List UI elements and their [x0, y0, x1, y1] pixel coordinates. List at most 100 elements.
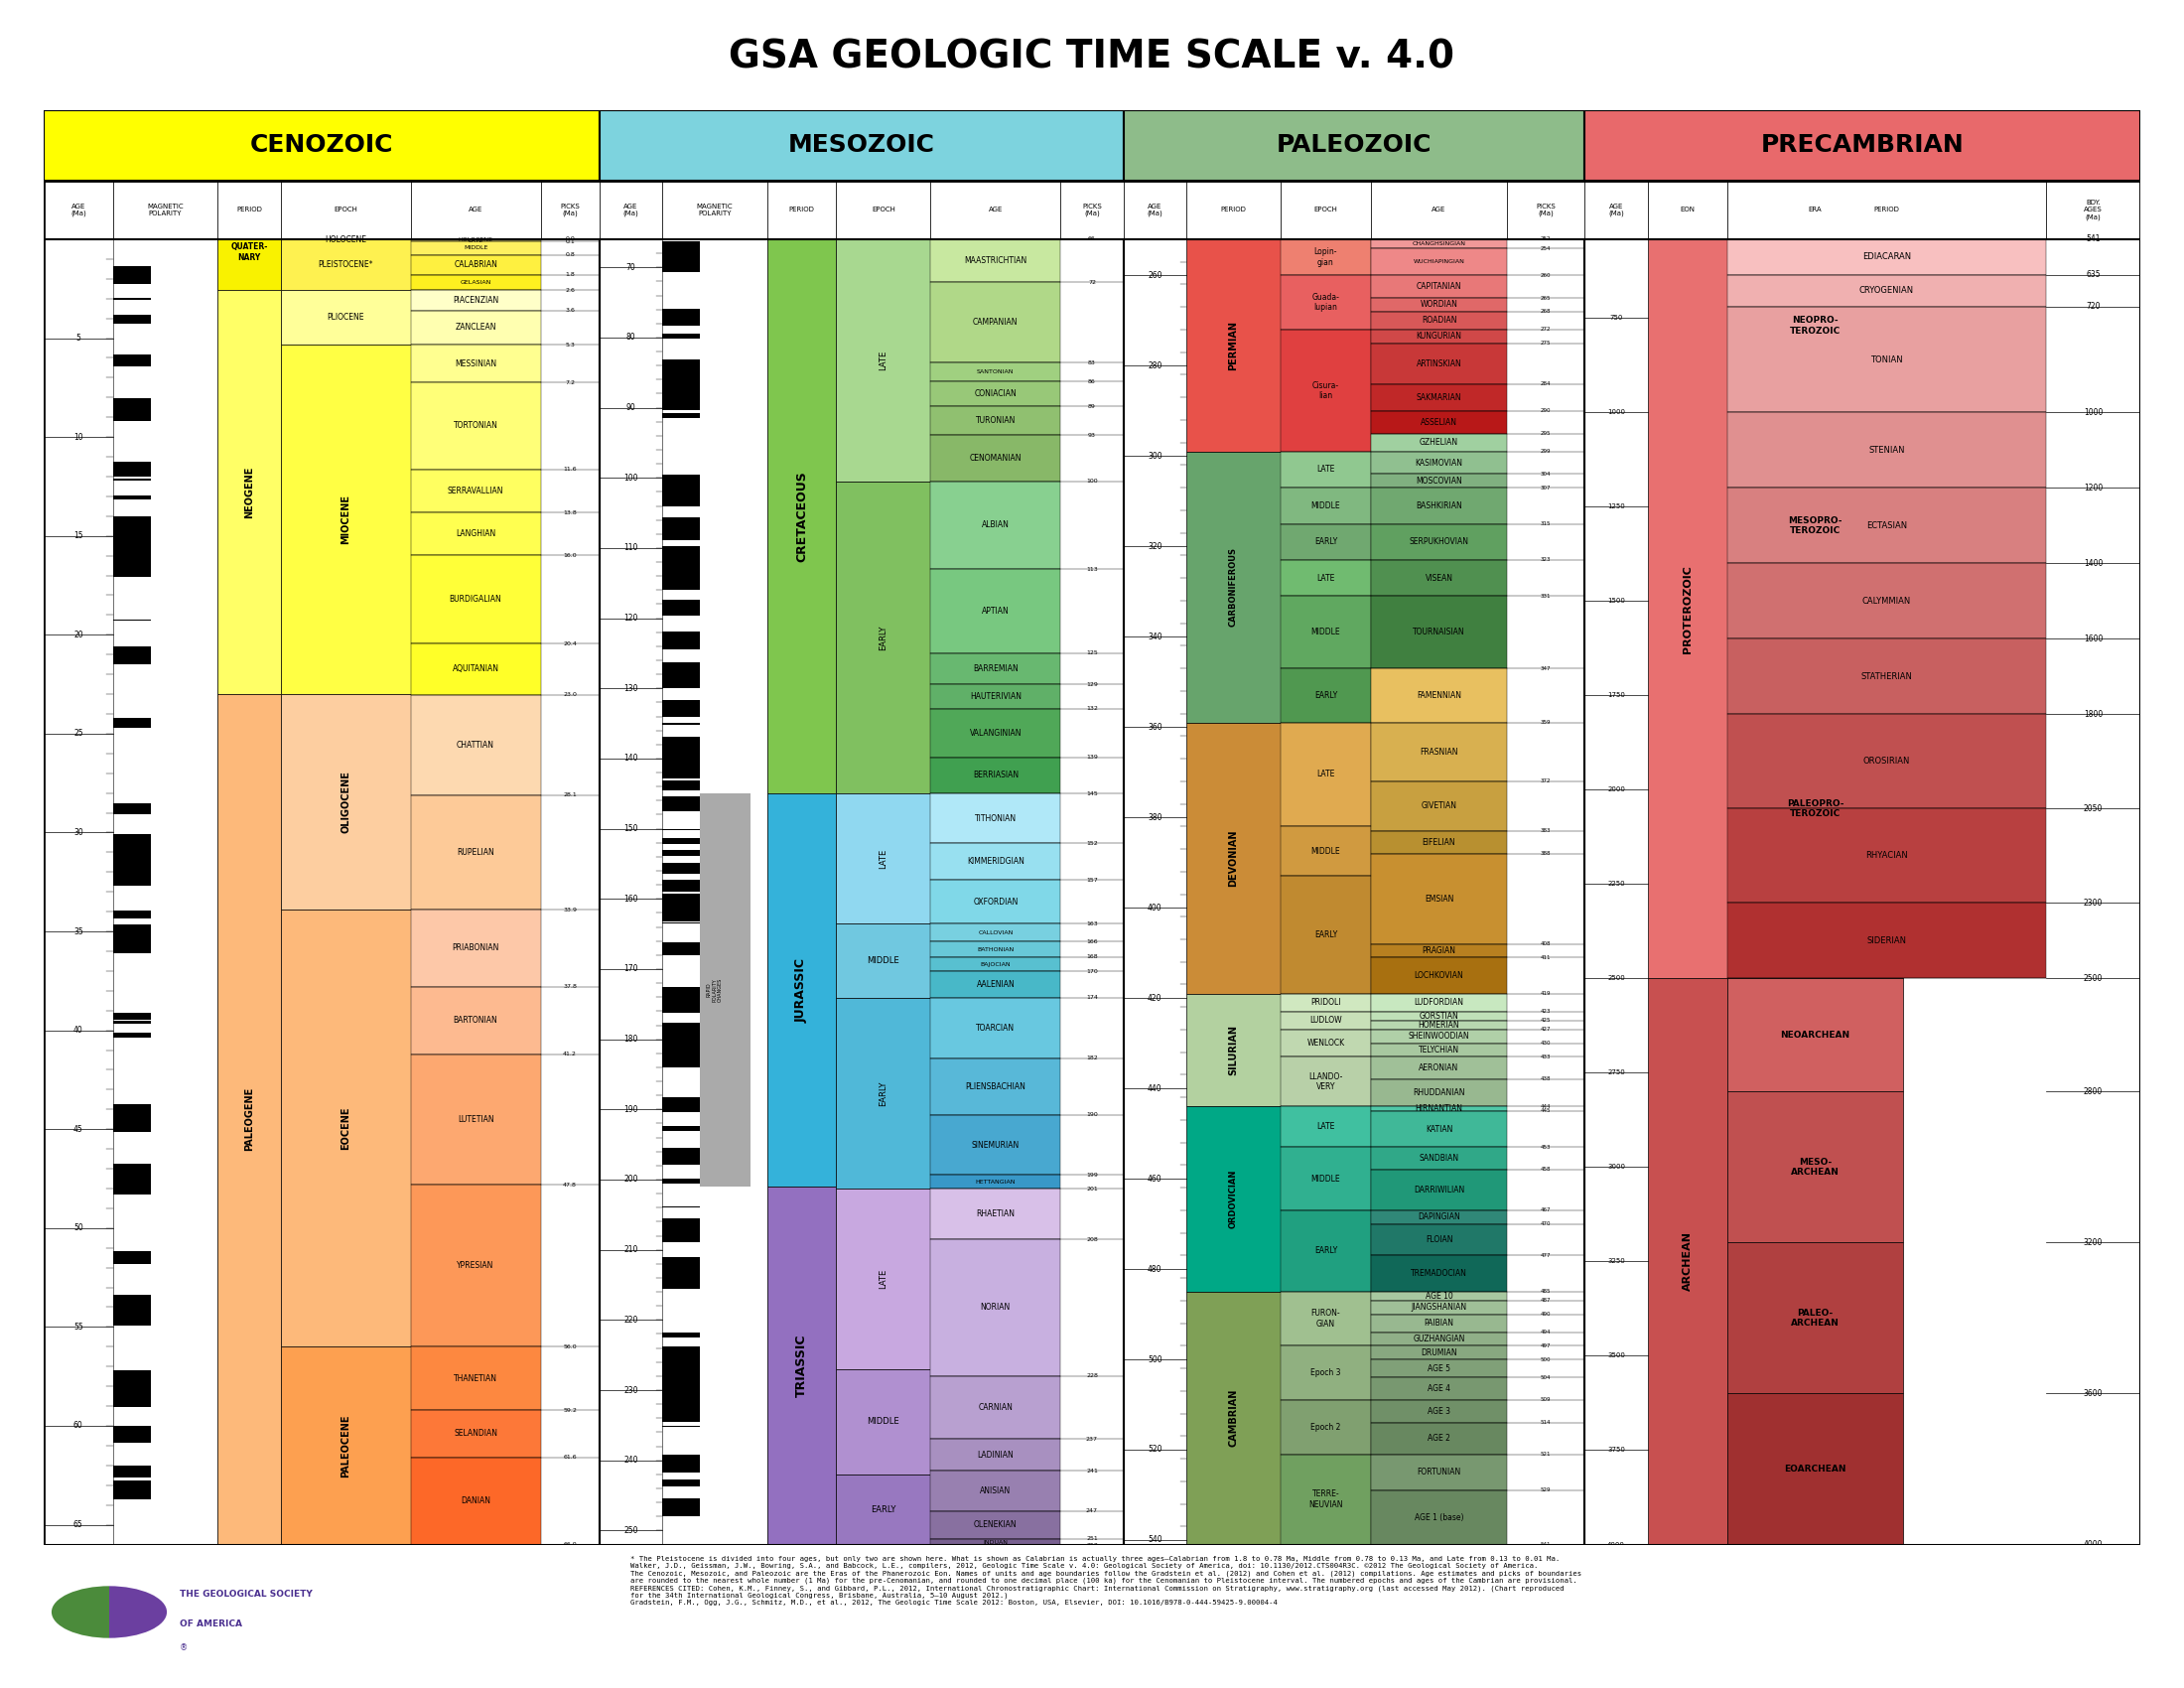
Text: 160: 160 — [625, 895, 638, 903]
Bar — [1372, 1453, 1507, 1491]
Bar — [1728, 240, 2046, 275]
Text: 280: 280 — [1149, 361, 1162, 370]
Bar — [411, 1053, 542, 1185]
Text: 25: 25 — [74, 729, 83, 738]
Text: 290: 290 — [1540, 408, 1551, 414]
Text: EPOCH: EPOCH — [871, 208, 895, 213]
Bar — [1372, 1224, 1507, 1256]
Text: NEOGENE: NEOGENE — [245, 466, 253, 518]
Text: CHANGHSINGIAN: CHANGHSINGIAN — [1413, 241, 1465, 246]
Text: 3750: 3750 — [1607, 1447, 1625, 1453]
Text: RAPID
POLARITY
CHANGES: RAPID POLARITY CHANGES — [705, 977, 723, 1003]
Bar — [662, 240, 699, 241]
Text: ALBIAN: ALBIAN — [983, 522, 1009, 530]
Bar — [662, 863, 699, 873]
Text: 529: 529 — [1540, 1487, 1551, 1492]
Text: 1200: 1200 — [2084, 483, 2103, 493]
Bar — [1280, 1148, 1372, 1210]
Bar — [1280, 1345, 1372, 1399]
Bar — [114, 1025, 151, 1033]
Bar — [1372, 240, 1507, 248]
Text: 180: 180 — [625, 1035, 638, 1043]
Text: 359: 359 — [1540, 721, 1551, 726]
Bar — [114, 952, 151, 1013]
Text: TELYCHIAN: TELYCHIAN — [1420, 1045, 1459, 1055]
Bar — [411, 383, 542, 469]
Text: 504: 504 — [1540, 1376, 1551, 1379]
Text: EMSIAN: EMSIAN — [1424, 895, 1455, 903]
Text: 170: 170 — [1085, 969, 1099, 974]
Text: CARBONIFEROUS: CARBONIFEROUS — [1230, 547, 1238, 626]
Bar — [836, 240, 930, 481]
Bar — [1280, 827, 1372, 876]
Text: 20.4: 20.4 — [563, 641, 577, 647]
Bar — [1280, 488, 1372, 523]
Bar — [1372, 854, 1507, 944]
Bar — [1372, 722, 1507, 782]
Text: 2800: 2800 — [2084, 1087, 2103, 1096]
Text: 190: 190 — [1085, 1112, 1099, 1117]
Bar — [411, 311, 542, 344]
Bar — [114, 1021, 151, 1025]
Text: CRETACEOUS: CRETACEOUS — [795, 471, 808, 562]
Text: KATIAN: KATIAN — [1426, 1124, 1452, 1133]
Text: 90: 90 — [627, 403, 636, 412]
Bar — [114, 1163, 151, 1195]
Text: EOCENE: EOCENE — [341, 1107, 352, 1150]
Text: HOLOCENE: HOLOCENE — [459, 236, 494, 241]
Text: 400: 400 — [1147, 903, 1162, 912]
Bar — [218, 181, 280, 240]
Bar — [662, 722, 699, 726]
Bar — [662, 631, 699, 641]
Text: CARNIAN: CARNIAN — [978, 1403, 1013, 1413]
Bar — [1728, 1242, 1904, 1394]
Bar — [836, 923, 930, 998]
Bar — [662, 272, 699, 309]
Bar — [114, 1408, 151, 1426]
Text: 252: 252 — [1540, 236, 1551, 241]
Bar — [1372, 1301, 1507, 1315]
Bar — [662, 1165, 699, 1178]
Text: EARLY: EARLY — [878, 625, 889, 650]
Bar — [1372, 1315, 1507, 1332]
Bar — [1280, 560, 1372, 596]
Bar — [662, 687, 699, 701]
Text: AGE: AGE — [1433, 208, 1446, 213]
Bar — [767, 1187, 836, 1545]
Text: PICKS
(Ma): PICKS (Ma) — [1535, 203, 1555, 216]
Bar — [662, 726, 699, 736]
Text: 0.0: 0.0 — [566, 236, 574, 241]
Text: 320: 320 — [1149, 542, 1162, 550]
Text: PALEO-
ARCHEAN: PALEO- ARCHEAN — [1791, 1308, 1839, 1328]
Bar — [1186, 451, 1280, 722]
Text: AGE
(Ma): AGE (Ma) — [1147, 203, 1162, 216]
Bar — [1123, 110, 1586, 181]
Bar — [542, 181, 598, 240]
Text: LATE: LATE — [878, 1269, 889, 1290]
Bar — [1280, 1210, 1372, 1291]
Bar — [930, 436, 1061, 481]
Text: 86: 86 — [1088, 380, 1096, 385]
Bar — [411, 795, 542, 910]
Text: PLIOCENE: PLIOCENE — [328, 312, 365, 322]
Text: TREMADOCIAN: TREMADOCIAN — [1411, 1269, 1468, 1278]
Text: MIDDLE: MIDDLE — [463, 246, 487, 252]
Text: 268: 268 — [1540, 309, 1551, 314]
Text: 40: 40 — [74, 1026, 83, 1035]
Bar — [114, 1325, 151, 1371]
Bar — [1372, 1043, 1507, 1057]
Bar — [930, 1116, 1061, 1175]
Text: 284: 284 — [1540, 381, 1551, 387]
Bar — [1186, 994, 1280, 1106]
Bar — [930, 844, 1061, 879]
Text: AGE 3: AGE 3 — [1428, 1406, 1450, 1416]
Text: 2500: 2500 — [1607, 976, 1625, 981]
Bar — [1186, 1291, 1280, 1545]
Bar — [1280, 994, 1372, 1011]
Bar — [411, 290, 542, 311]
Text: LANGHIAN: LANGHIAN — [456, 530, 496, 538]
Bar — [280, 240, 411, 290]
Text: FURON-
GIAN: FURON- GIAN — [1310, 1310, 1341, 1328]
Bar — [662, 717, 699, 722]
Bar — [930, 407, 1061, 436]
